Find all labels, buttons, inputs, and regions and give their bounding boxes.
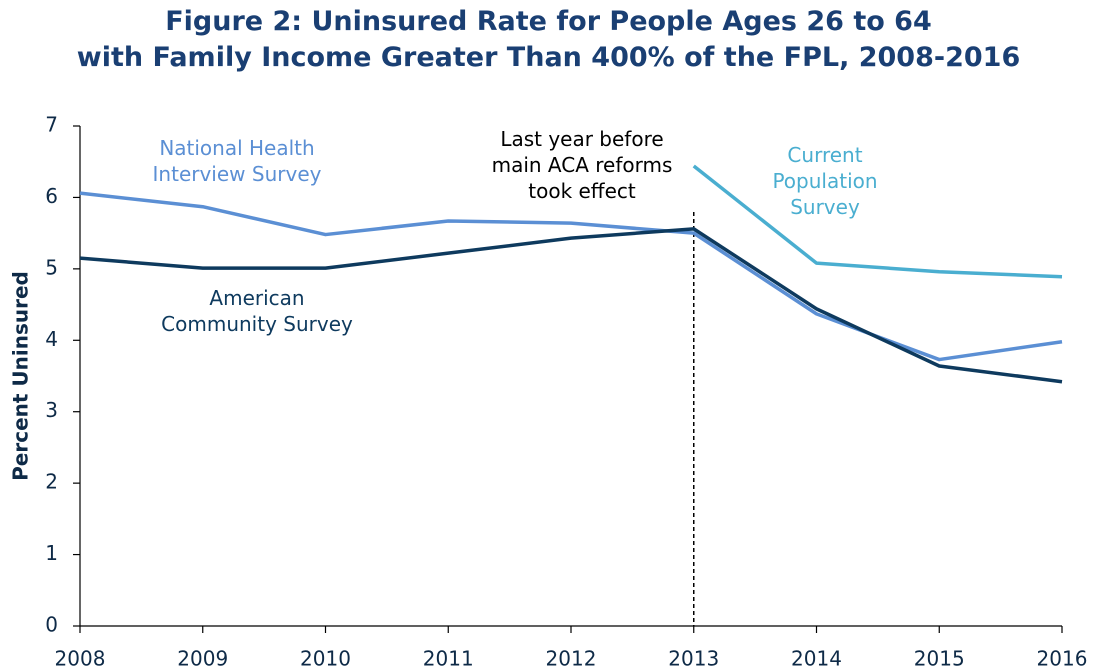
series-line: [692, 164, 1063, 279]
series-line: [79, 227, 1063, 384]
x-tick-label: 2012: [546, 647, 597, 671]
series-label: National Health Interview Survey: [152, 136, 322, 186]
x-tick-label: 2014: [791, 647, 842, 671]
x-tick-label: 2009: [177, 647, 228, 671]
y-tick-label: 2: [45, 470, 58, 494]
x-tick-label: 2016: [1037, 647, 1088, 671]
y-tick-label: 6: [45, 184, 58, 208]
y-axis-label: Percent Uninsured: [9, 271, 33, 481]
x-tick-label: 2013: [668, 647, 719, 671]
y-tick-label: 0: [45, 613, 58, 637]
y-tick-label: 7: [45, 113, 58, 137]
y-tick-label: 3: [45, 398, 58, 422]
annotation: Last year before main ACA reforms took e…: [491, 127, 673, 203]
series-line: [79, 191, 1063, 362]
series-label: Current Population Survey: [772, 143, 878, 219]
y-tick-label: 4: [45, 327, 58, 351]
x-tick-label: 2010: [300, 647, 351, 671]
x-tick-label: 2011: [423, 647, 474, 671]
chart-title: Figure 2: Uninsured Rate for People Ages…: [76, 6, 1021, 73]
y-tick-label: 1: [45, 541, 58, 565]
x-tick-label: 2008: [55, 647, 106, 671]
x-tick-label: 2015: [914, 647, 965, 671]
y-tick-label: 5: [45, 255, 58, 279]
series-label: American Community Survey: [161, 286, 353, 336]
